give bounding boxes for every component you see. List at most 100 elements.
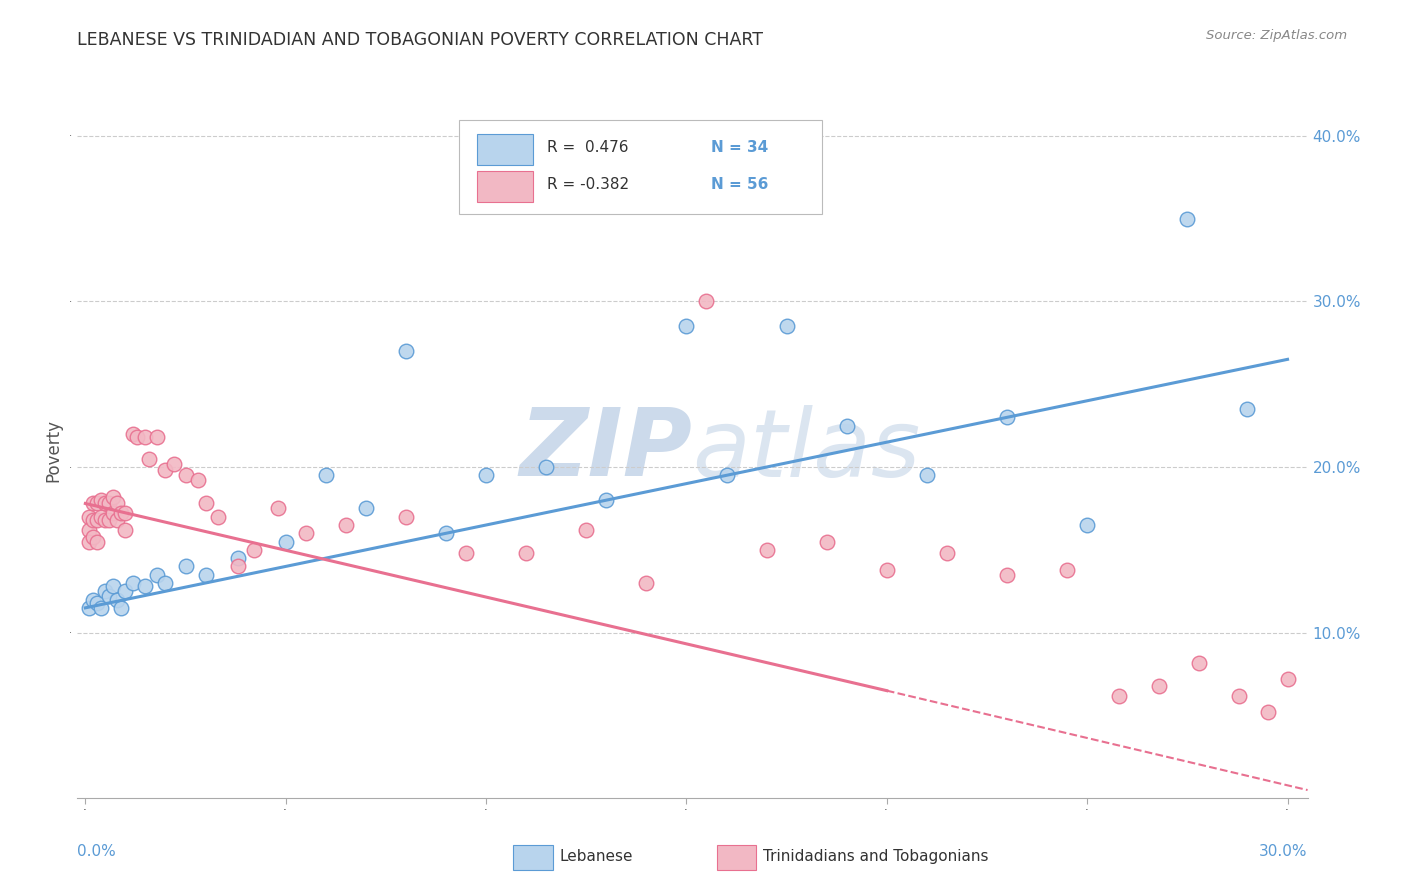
Point xyxy=(835,418,858,433)
Point xyxy=(194,496,217,510)
Point xyxy=(90,600,112,615)
Point xyxy=(1277,672,1299,686)
Point xyxy=(107,592,129,607)
Point xyxy=(995,567,1018,582)
Point xyxy=(395,344,418,359)
Point xyxy=(174,559,197,574)
Point xyxy=(107,496,129,510)
Point xyxy=(695,294,717,309)
Text: Source: ZipAtlas.com: Source: ZipAtlas.com xyxy=(1206,29,1347,42)
Point xyxy=(90,493,112,508)
Point xyxy=(207,509,229,524)
Point xyxy=(90,509,112,524)
Point xyxy=(103,507,125,521)
Point xyxy=(575,523,598,537)
Point xyxy=(155,463,177,477)
Point xyxy=(134,430,156,444)
Point xyxy=(174,468,197,483)
Point xyxy=(1056,563,1078,577)
Point xyxy=(354,501,377,516)
Point xyxy=(114,507,136,521)
Point xyxy=(146,430,169,444)
Text: N = 56: N = 56 xyxy=(711,178,768,192)
Point xyxy=(79,509,101,524)
Point xyxy=(775,319,797,334)
Point xyxy=(434,526,457,541)
Point xyxy=(636,576,658,591)
Point xyxy=(127,430,149,444)
Point xyxy=(86,513,108,527)
Point xyxy=(122,576,145,591)
Point xyxy=(1229,689,1251,703)
Point xyxy=(98,589,121,603)
Point xyxy=(86,596,108,610)
Point xyxy=(86,496,108,510)
Point xyxy=(138,451,160,466)
Point xyxy=(935,546,957,560)
Point xyxy=(82,513,104,527)
Point xyxy=(515,546,537,560)
Point xyxy=(134,579,156,593)
Point xyxy=(1076,518,1098,533)
Point xyxy=(79,534,101,549)
Text: LEBANESE VS TRINIDADIAN AND TOBAGONIAN POVERTY CORRELATION CHART: LEBANESE VS TRINIDADIAN AND TOBAGONIAN P… xyxy=(77,31,763,49)
Point xyxy=(146,567,169,582)
Text: Lebanese: Lebanese xyxy=(560,849,633,863)
Bar xyxy=(477,134,533,165)
Point xyxy=(876,563,898,577)
Point xyxy=(1175,211,1198,226)
Point xyxy=(1149,679,1171,693)
Point xyxy=(1256,705,1278,719)
Point xyxy=(155,576,177,591)
Point xyxy=(114,523,136,537)
Text: 0.0%: 0.0% xyxy=(77,844,117,859)
Point xyxy=(86,534,108,549)
Point xyxy=(162,457,184,471)
Point xyxy=(226,551,249,566)
Point xyxy=(274,534,297,549)
Bar xyxy=(477,170,533,202)
Point xyxy=(122,426,145,441)
Point xyxy=(82,496,104,510)
Text: N = 34: N = 34 xyxy=(711,140,768,155)
Text: R =  0.476: R = 0.476 xyxy=(547,140,628,155)
Point xyxy=(1236,402,1258,417)
Point xyxy=(226,559,249,574)
Point xyxy=(110,507,132,521)
Point xyxy=(1188,656,1211,670)
Point xyxy=(79,523,101,537)
Y-axis label: Poverty: Poverty xyxy=(44,419,62,482)
Point xyxy=(107,513,129,527)
Point xyxy=(395,509,418,524)
Point xyxy=(94,584,117,599)
Point xyxy=(103,490,125,504)
Point xyxy=(110,600,132,615)
Point xyxy=(716,468,738,483)
Point xyxy=(595,493,617,508)
Point xyxy=(1108,689,1130,703)
Point xyxy=(475,468,498,483)
Point xyxy=(335,518,357,533)
Point xyxy=(815,534,838,549)
Point xyxy=(267,501,290,516)
Text: R = -0.382: R = -0.382 xyxy=(547,178,630,192)
Point xyxy=(82,530,104,544)
Point xyxy=(294,526,316,541)
Point xyxy=(194,567,217,582)
Point xyxy=(315,468,337,483)
Text: atlas: atlas xyxy=(693,405,921,496)
Point xyxy=(755,542,778,557)
Text: 30.0%: 30.0% xyxy=(1260,844,1308,859)
Point xyxy=(79,600,101,615)
Text: ZIP: ZIP xyxy=(520,404,693,497)
Point xyxy=(114,584,136,599)
Point xyxy=(915,468,938,483)
Point xyxy=(98,513,121,527)
Point xyxy=(242,542,264,557)
Point xyxy=(103,579,125,593)
Text: Trinidadians and Tobagonians: Trinidadians and Tobagonians xyxy=(763,849,988,863)
Point xyxy=(94,496,117,510)
Point xyxy=(187,473,209,487)
Point xyxy=(94,513,117,527)
Point xyxy=(98,496,121,510)
